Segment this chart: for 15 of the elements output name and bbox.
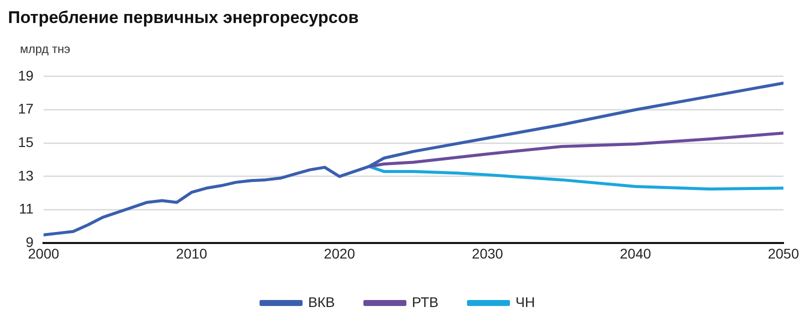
x-tick-label: 2040	[620, 245, 652, 262]
y-tick-label: 11	[19, 200, 34, 217]
legend-label: ЧН	[515, 294, 535, 310]
x-tick-label: 2020	[324, 245, 356, 262]
legend-label: РТВ	[412, 294, 439, 310]
y-tick-label: 15	[18, 134, 34, 150]
legend-label: ВКВ	[308, 294, 335, 310]
y-tick-label: 13	[18, 167, 34, 184]
chart-title: Потребление первичных энергоресурсов	[8, 8, 360, 29]
x-tick-label: 2050	[768, 245, 800, 262]
y-tick-label: 19	[18, 67, 34, 84]
x-tick-label: 2010	[176, 245, 208, 262]
y-tick-label: 17	[18, 100, 34, 117]
y-axis-title: млрд тнэ	[20, 42, 72, 58]
x-tick-label: 2030	[472, 245, 504, 262]
